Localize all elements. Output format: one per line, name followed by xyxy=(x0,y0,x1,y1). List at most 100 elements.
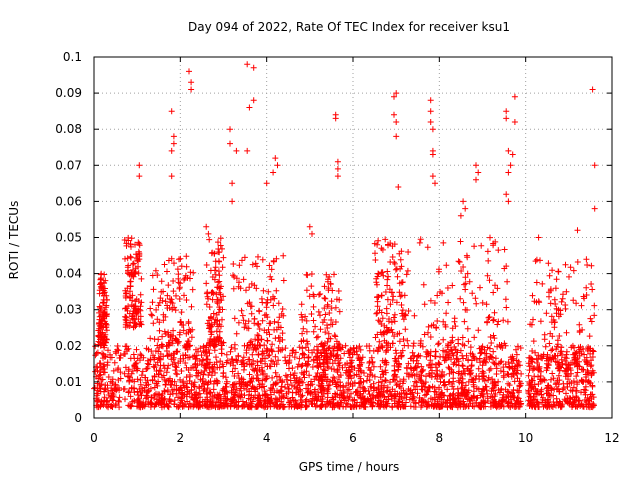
y-tick-label: 0 xyxy=(74,411,82,425)
data-point xyxy=(360,385,367,392)
data-point xyxy=(115,377,122,383)
data-point xyxy=(293,374,300,381)
data-point xyxy=(238,307,245,314)
data-point xyxy=(533,256,540,263)
data-point xyxy=(513,398,520,405)
data-point xyxy=(404,337,411,344)
data-point xyxy=(382,289,389,295)
data-point xyxy=(375,345,382,352)
data-point xyxy=(591,302,598,309)
data-point xyxy=(320,366,327,373)
data-point xyxy=(99,376,106,383)
data-point xyxy=(160,317,167,324)
data-point xyxy=(100,323,107,330)
data-point xyxy=(357,395,364,402)
data-point xyxy=(332,319,339,325)
data-point xyxy=(541,377,548,384)
data-point xyxy=(528,386,535,393)
data-point xyxy=(324,352,331,359)
data-point xyxy=(562,368,569,375)
data-point xyxy=(560,385,567,392)
data-point xyxy=(335,288,342,294)
data-point xyxy=(204,352,210,359)
data-point xyxy=(231,341,238,348)
data-point xyxy=(203,262,210,268)
data-point xyxy=(466,368,473,375)
data-point xyxy=(425,388,432,395)
data-point xyxy=(192,363,199,370)
data-point xyxy=(189,394,196,401)
data-point xyxy=(367,401,374,408)
data-point xyxy=(198,352,205,359)
data-point xyxy=(403,271,410,278)
data-point xyxy=(284,381,291,388)
data-point xyxy=(165,257,172,264)
data-point xyxy=(179,379,186,386)
data-point xyxy=(405,308,412,314)
data-point xyxy=(242,320,249,327)
data-point xyxy=(359,354,366,361)
data-point xyxy=(255,402,262,409)
data-point xyxy=(390,293,397,300)
data-point xyxy=(391,111,397,118)
data-point xyxy=(505,198,512,205)
data-point xyxy=(574,227,581,234)
data-point xyxy=(588,370,595,377)
data-point xyxy=(545,260,552,267)
data-point xyxy=(470,393,477,399)
data-point xyxy=(504,388,511,395)
data-point xyxy=(322,329,329,336)
data-point xyxy=(206,402,213,408)
data-point xyxy=(247,403,254,410)
data-point xyxy=(185,404,192,411)
data-point xyxy=(302,313,309,320)
data-point xyxy=(446,393,453,400)
data-point xyxy=(201,381,207,388)
data-point xyxy=(391,260,398,267)
data-point xyxy=(220,370,227,377)
data-point xyxy=(94,363,101,370)
data-point xyxy=(138,372,145,379)
data-point xyxy=(126,377,133,384)
data-point xyxy=(198,369,205,376)
data-point xyxy=(278,394,285,401)
data-point xyxy=(151,392,158,399)
data-point xyxy=(275,300,282,307)
data-point xyxy=(377,403,384,410)
data-point xyxy=(552,285,559,292)
data-point xyxy=(235,352,242,359)
data-point xyxy=(254,337,261,344)
data-point xyxy=(218,340,225,347)
data-point xyxy=(188,303,195,310)
data-point xyxy=(504,393,511,400)
data-point xyxy=(448,347,455,354)
data-point xyxy=(156,327,163,334)
data-point xyxy=(128,302,135,308)
data-point xyxy=(196,358,203,364)
data-point xyxy=(558,298,565,305)
data-point xyxy=(347,404,354,410)
data-point xyxy=(464,270,471,277)
data-point xyxy=(253,367,260,374)
data-point xyxy=(321,367,328,374)
data-point xyxy=(350,345,357,352)
data-point xyxy=(263,304,270,311)
data-point xyxy=(173,382,180,389)
data-point xyxy=(485,257,492,264)
data-point xyxy=(555,268,562,275)
data-point xyxy=(121,385,128,392)
data-point xyxy=(266,352,273,358)
data-point xyxy=(570,297,577,304)
data-point xyxy=(508,356,515,363)
data-point xyxy=(333,296,340,303)
data-point xyxy=(577,403,584,409)
data-point xyxy=(452,401,459,408)
data-point xyxy=(376,318,383,325)
data-point xyxy=(586,379,593,386)
data-point xyxy=(170,133,177,140)
data-point xyxy=(125,303,132,310)
data-point xyxy=(187,373,193,380)
data-point xyxy=(165,404,172,411)
data-point xyxy=(269,341,276,348)
